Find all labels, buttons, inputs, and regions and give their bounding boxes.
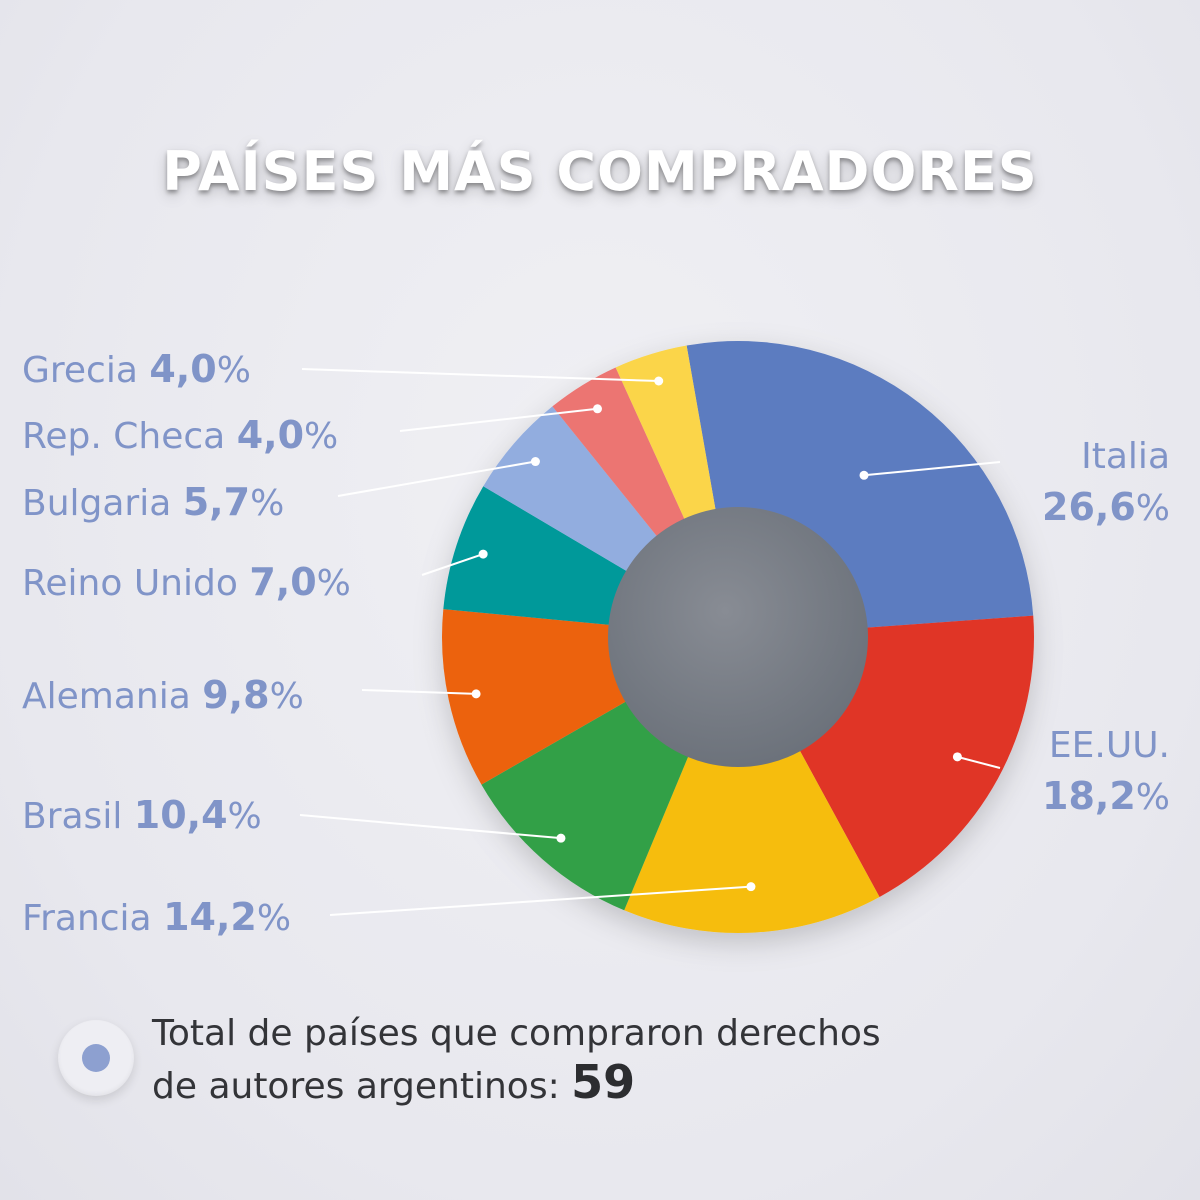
slice-label-ee-uu-: EE.UU. 18,2%: [1042, 725, 1170, 818]
leader-dot: [478, 549, 488, 559]
leader-dot: [530, 457, 540, 467]
footer-note: Total de países que compraron derechos d…: [58, 1010, 1158, 1120]
leader-dot: [556, 833, 566, 843]
leader-dot: [654, 376, 664, 386]
footer-text: Total de países que compraron derechos d…: [152, 1010, 1152, 1111]
leader-line: [337, 460, 536, 497]
leader-line: [301, 368, 659, 382]
leader-line: [299, 814, 562, 840]
slice-label-grecia: Grecia 4,0%: [22, 347, 251, 391]
leader-line: [361, 689, 477, 695]
leader-dot: [859, 470, 869, 480]
total-countries: 59: [571, 1055, 636, 1109]
leader-line: [329, 885, 752, 916]
leader-line: [399, 407, 598, 432]
slice-label-brasil: Brasil 10,4%: [22, 793, 262, 837]
leader-line: [421, 553, 484, 576]
slice-label-alemania: Alemania 9,8%: [22, 673, 304, 717]
chart-title: PAÍSES MÁS COMPRADORES: [162, 140, 1038, 203]
footer-line2: de autores argentinos:: [152, 1066, 572, 1107]
center-hole: [608, 507, 868, 767]
leader-dot: [952, 752, 962, 762]
slice-label-rep-checa: Rep. Checa 4,0%: [22, 413, 338, 457]
slice-label-reino-unido: Reino Unido 7,0%: [22, 560, 351, 604]
leader-line: [863, 461, 1001, 477]
leader-dot: [471, 689, 481, 699]
bullet-icon: [58, 1020, 134, 1096]
footer-line1: Total de países que compraron derechos: [152, 1013, 881, 1054]
pie-slice-francia: [624, 637, 880, 933]
leader-dot: [592, 404, 602, 414]
leader-line: [957, 755, 1001, 769]
leader-dot: [746, 882, 756, 892]
slice-label-bulgaria: Bulgaria 5,7%: [22, 480, 284, 524]
slice-label-italia: Italia 26,6%: [1042, 436, 1170, 529]
slice-label-francia: Francia 14,2%: [22, 895, 291, 939]
